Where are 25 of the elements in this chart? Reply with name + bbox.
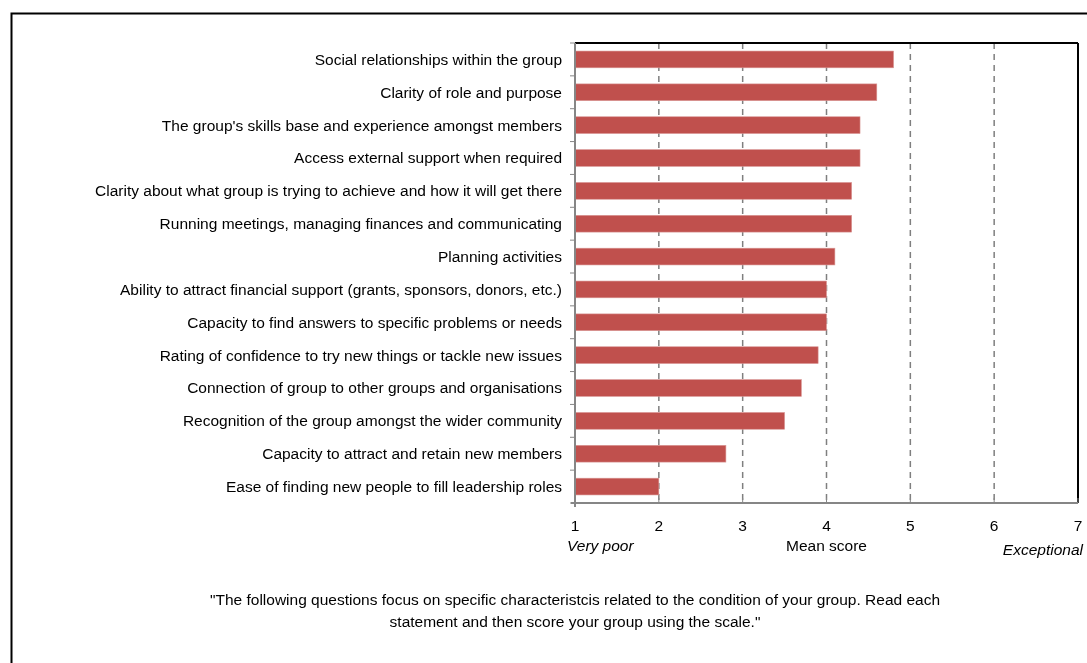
y-tick-label: Social relationships within the group bbox=[314, 50, 562, 68]
y-tick-label: Running meetings, managing finances and communicating bbox=[159, 215, 562, 233]
y-tick-label: Capacity to attract and retain new members bbox=[262, 445, 563, 463]
y-tick-label: The group's skills base and experience amongst members bbox=[161, 116, 563, 134]
x-tick-label: 5 bbox=[906, 517, 915, 534]
x-tick-label: 2 bbox=[654, 517, 664, 534]
x-tick-label: 4 bbox=[822, 517, 832, 534]
x-tick-label: 6 bbox=[989, 517, 999, 534]
x-axis-title: Mean score bbox=[786, 537, 867, 554]
y-tick-label: Ability to attract financial support (grants, sponsors, donors, etc.) bbox=[120, 280, 562, 298]
y-tick-label: Ease of finding new people to fill leadership roles bbox=[225, 478, 563, 495]
x-tick-label: 3 bbox=[738, 517, 747, 534]
y-tick-label: Clarity about what group is trying to achieve and how it will get there bbox=[95, 182, 562, 200]
x-tick-label: 7 bbox=[1073, 517, 1083, 534]
x-tick-label: 1 bbox=[570, 517, 580, 534]
text: "The following questions focus on specific characteristcis related to the condition of your group. Read each statement and then score your group using the scale." bbox=[209, 591, 941, 630]
y-tick-label: Recognition of the group amongst the wider community bbox=[182, 412, 563, 430]
y-tick-label: Rating of confidence to try new things or tackle new issues bbox=[159, 346, 563, 364]
y-tick-label: Connection of group to other groups and organisations bbox=[187, 379, 563, 397]
text: Very poor bbox=[567, 537, 635, 554]
y-tick-label: Clarity of role and purpose bbox=[380, 83, 562, 101]
y-tick-label: Capacity to find answers to specific problems or needs bbox=[187, 313, 563, 331]
y-tick-label: Access external support when required bbox=[294, 149, 562, 167]
y-tick-label: Planning activities bbox=[437, 248, 563, 265]
text: Exceptional bbox=[1002, 541, 1084, 558]
